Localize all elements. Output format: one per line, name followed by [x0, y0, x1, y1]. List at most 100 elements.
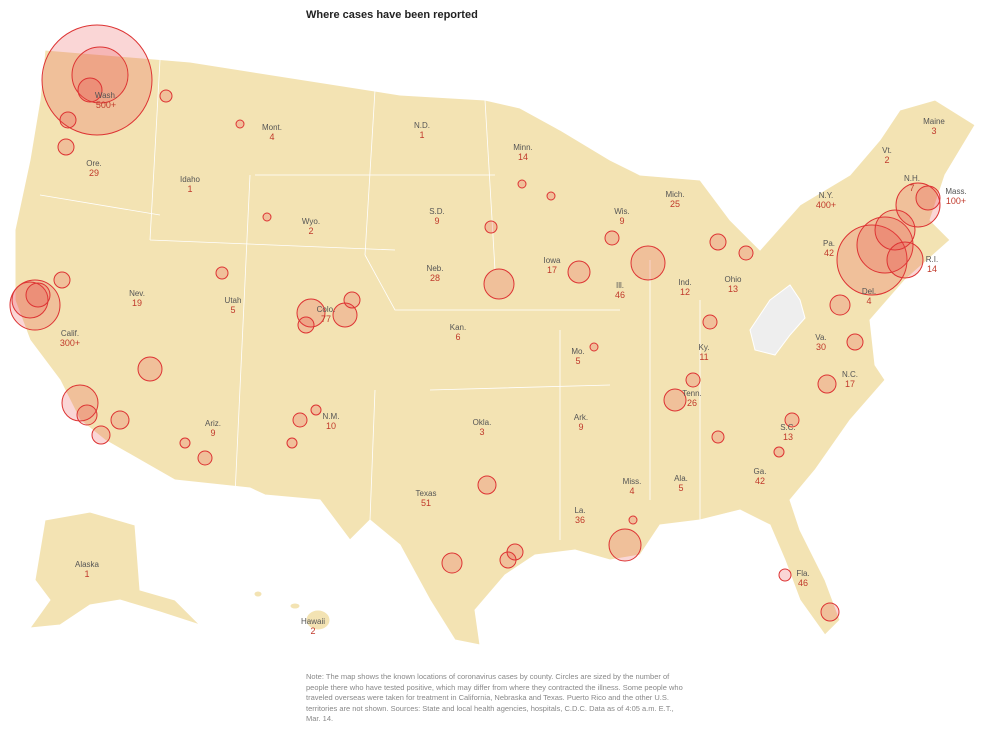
state-count: 1 [187, 184, 192, 194]
state-name: Fla. [796, 569, 809, 578]
state-name: Ill. [616, 281, 624, 290]
state-labels: Wash.500+Ore.29Idaho1Mont.4N.D.1Minn.14W… [60, 91, 967, 636]
state-name: Vt. [882, 146, 892, 155]
state-count: 100+ [946, 196, 966, 206]
state-name: Calif. [61, 329, 79, 338]
state-count: 9 [619, 216, 624, 226]
state-count: 9 [434, 216, 439, 226]
state-name: R.I. [926, 255, 938, 264]
state-count: 400+ [816, 200, 836, 210]
state-count: 17 [547, 265, 557, 275]
state-count: 13 [728, 284, 738, 294]
case-circle [197, 450, 213, 466]
case-circle [11, 281, 49, 319]
state-name: Hawaii [301, 617, 325, 626]
border [39, 59, 701, 540]
case-circle [589, 342, 599, 352]
case-circle [663, 388, 687, 412]
case-circle [235, 119, 245, 129]
case-circle [343, 291, 361, 309]
case-circle [773, 446, 785, 458]
state-name: N.M. [323, 412, 340, 421]
state-count: 9 [578, 422, 583, 432]
state-name: N.H. [904, 174, 920, 183]
land [14, 49, 976, 646]
state-count: 17 [845, 379, 855, 389]
state-name: Okla. [473, 418, 492, 427]
state-name: Pa. [823, 239, 835, 248]
state-name: Mont. [262, 123, 282, 132]
state-name: Mich. [665, 190, 684, 199]
case-circle [709, 233, 727, 251]
case-circle [499, 551, 517, 569]
state-count: 14 [518, 152, 528, 162]
case-circle [915, 185, 941, 211]
case-circle [711, 430, 725, 444]
case-circle [59, 111, 77, 129]
state-name: Ore. [86, 159, 102, 168]
case-circle [296, 298, 326, 328]
case-circle [829, 294, 851, 316]
case-circle [886, 241, 924, 279]
state-name: Idaho [180, 175, 201, 184]
state-count: 4 [629, 486, 634, 496]
state-count: 51 [421, 498, 431, 508]
case-circle [292, 412, 308, 428]
case-circle [738, 245, 754, 261]
case-circle [71, 46, 129, 104]
case-circle [628, 515, 638, 525]
state-name: Del. [862, 287, 876, 296]
alaska [28, 511, 201, 629]
state-name: Colo. [317, 305, 336, 314]
case-circle [262, 212, 272, 222]
case-circle [567, 260, 591, 284]
state-count: 2 [308, 226, 313, 236]
state-count: 25 [670, 199, 680, 209]
state-count: 26 [687, 398, 697, 408]
state-name: Alaska [75, 560, 100, 569]
case-circle [874, 209, 916, 251]
case-circle [91, 425, 111, 445]
state-name: Kan. [450, 323, 466, 332]
case-circle [297, 316, 315, 334]
state-count: 300+ [60, 338, 80, 348]
title: Where cases have been reported [306, 9, 478, 21]
state-count: 12 [680, 287, 690, 297]
state-count: 46 [615, 290, 625, 300]
case-circle [484, 220, 498, 234]
case-circle [608, 528, 642, 562]
case-circle [702, 314, 718, 330]
case-circle [9, 279, 61, 331]
note: Note: The map shows the known locations … [306, 672, 683, 723]
hawaii [253, 590, 263, 598]
state-name: Ga. [754, 467, 767, 476]
state-name: Va. [815, 333, 826, 342]
state-name: Ky. [699, 343, 710, 352]
state-name: N.D. [414, 121, 430, 130]
state-count: 9 [210, 428, 215, 438]
case-circle [778, 568, 792, 582]
case-circle [57, 138, 75, 156]
state-count: 29 [89, 168, 99, 178]
case-circle [137, 356, 163, 382]
case-circle [286, 437, 298, 449]
state-name: N.C. [842, 370, 858, 379]
state-count: 42 [824, 248, 834, 258]
state-name: Ala. [674, 474, 688, 483]
case-circle [310, 404, 322, 416]
case-circle [53, 271, 71, 289]
hawaii [289, 602, 301, 610]
case-circle [856, 216, 914, 274]
state-name: Nev. [129, 289, 145, 298]
state-name: S.D. [429, 207, 445, 216]
case-circle [25, 282, 51, 308]
case-circle [630, 245, 666, 281]
case-circle [546, 191, 556, 201]
state-count: 5 [678, 483, 683, 493]
state-count: 13 [783, 432, 793, 442]
state-count: 4 [269, 132, 274, 142]
case-circle [604, 230, 620, 246]
state-name: Ohio [725, 275, 742, 284]
state-count: 11 [699, 352, 708, 362]
state-count: 2 [884, 155, 889, 165]
